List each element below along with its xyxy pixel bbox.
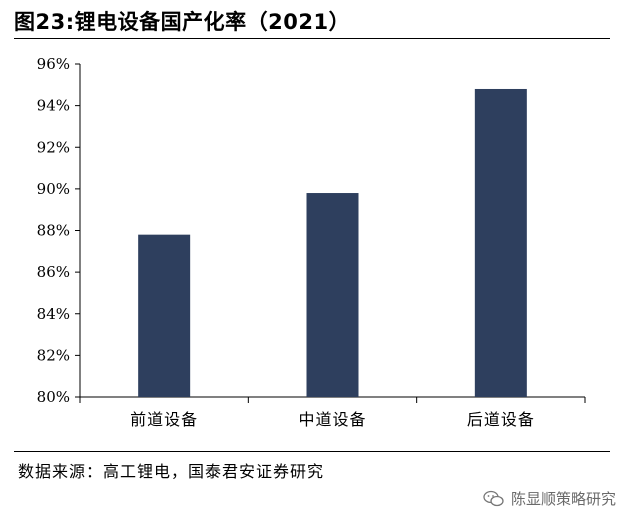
chart-labels: 80% 82% 84% 86% 88% 90% 92% 94% 96% 前道设备 中道设备 后道设备 bbox=[37, 55, 535, 429]
y-tick-label: 92% bbox=[37, 138, 70, 156]
x-tick-label: 后道设备 bbox=[467, 410, 535, 429]
y-tick-label: 84% bbox=[37, 305, 70, 323]
source-note: 数据来源：高工锂电，国泰君安证券研究 bbox=[18, 462, 325, 481]
y-tick-label: 80% bbox=[37, 388, 70, 406]
x-tick-label: 中道设备 bbox=[298, 410, 366, 429]
y-tick-label: 88% bbox=[37, 222, 70, 240]
x-tick-label: 前道设备 bbox=[130, 410, 198, 429]
bar bbox=[138, 234, 191, 397]
source-rule bbox=[14, 451, 610, 452]
bar bbox=[306, 193, 359, 397]
y-tick-label: 82% bbox=[37, 346, 70, 364]
y-tick-label: 96% bbox=[37, 55, 70, 73]
chart-bars bbox=[138, 88, 527, 397]
chart-title: 图23:锂电设备国产化率（2021） bbox=[14, 10, 351, 34]
watermark-text: 陈显顺策略研究 bbox=[510, 490, 616, 508]
y-tick-label: 94% bbox=[37, 97, 70, 115]
bar bbox=[474, 88, 527, 397]
watermark: 陈显顺策略研究 bbox=[483, 488, 616, 509]
title-rule bbox=[14, 38, 610, 39]
wechat-icon bbox=[483, 490, 504, 506]
y-tick-label: 90% bbox=[37, 180, 70, 198]
y-tick-label: 86% bbox=[37, 263, 70, 281]
